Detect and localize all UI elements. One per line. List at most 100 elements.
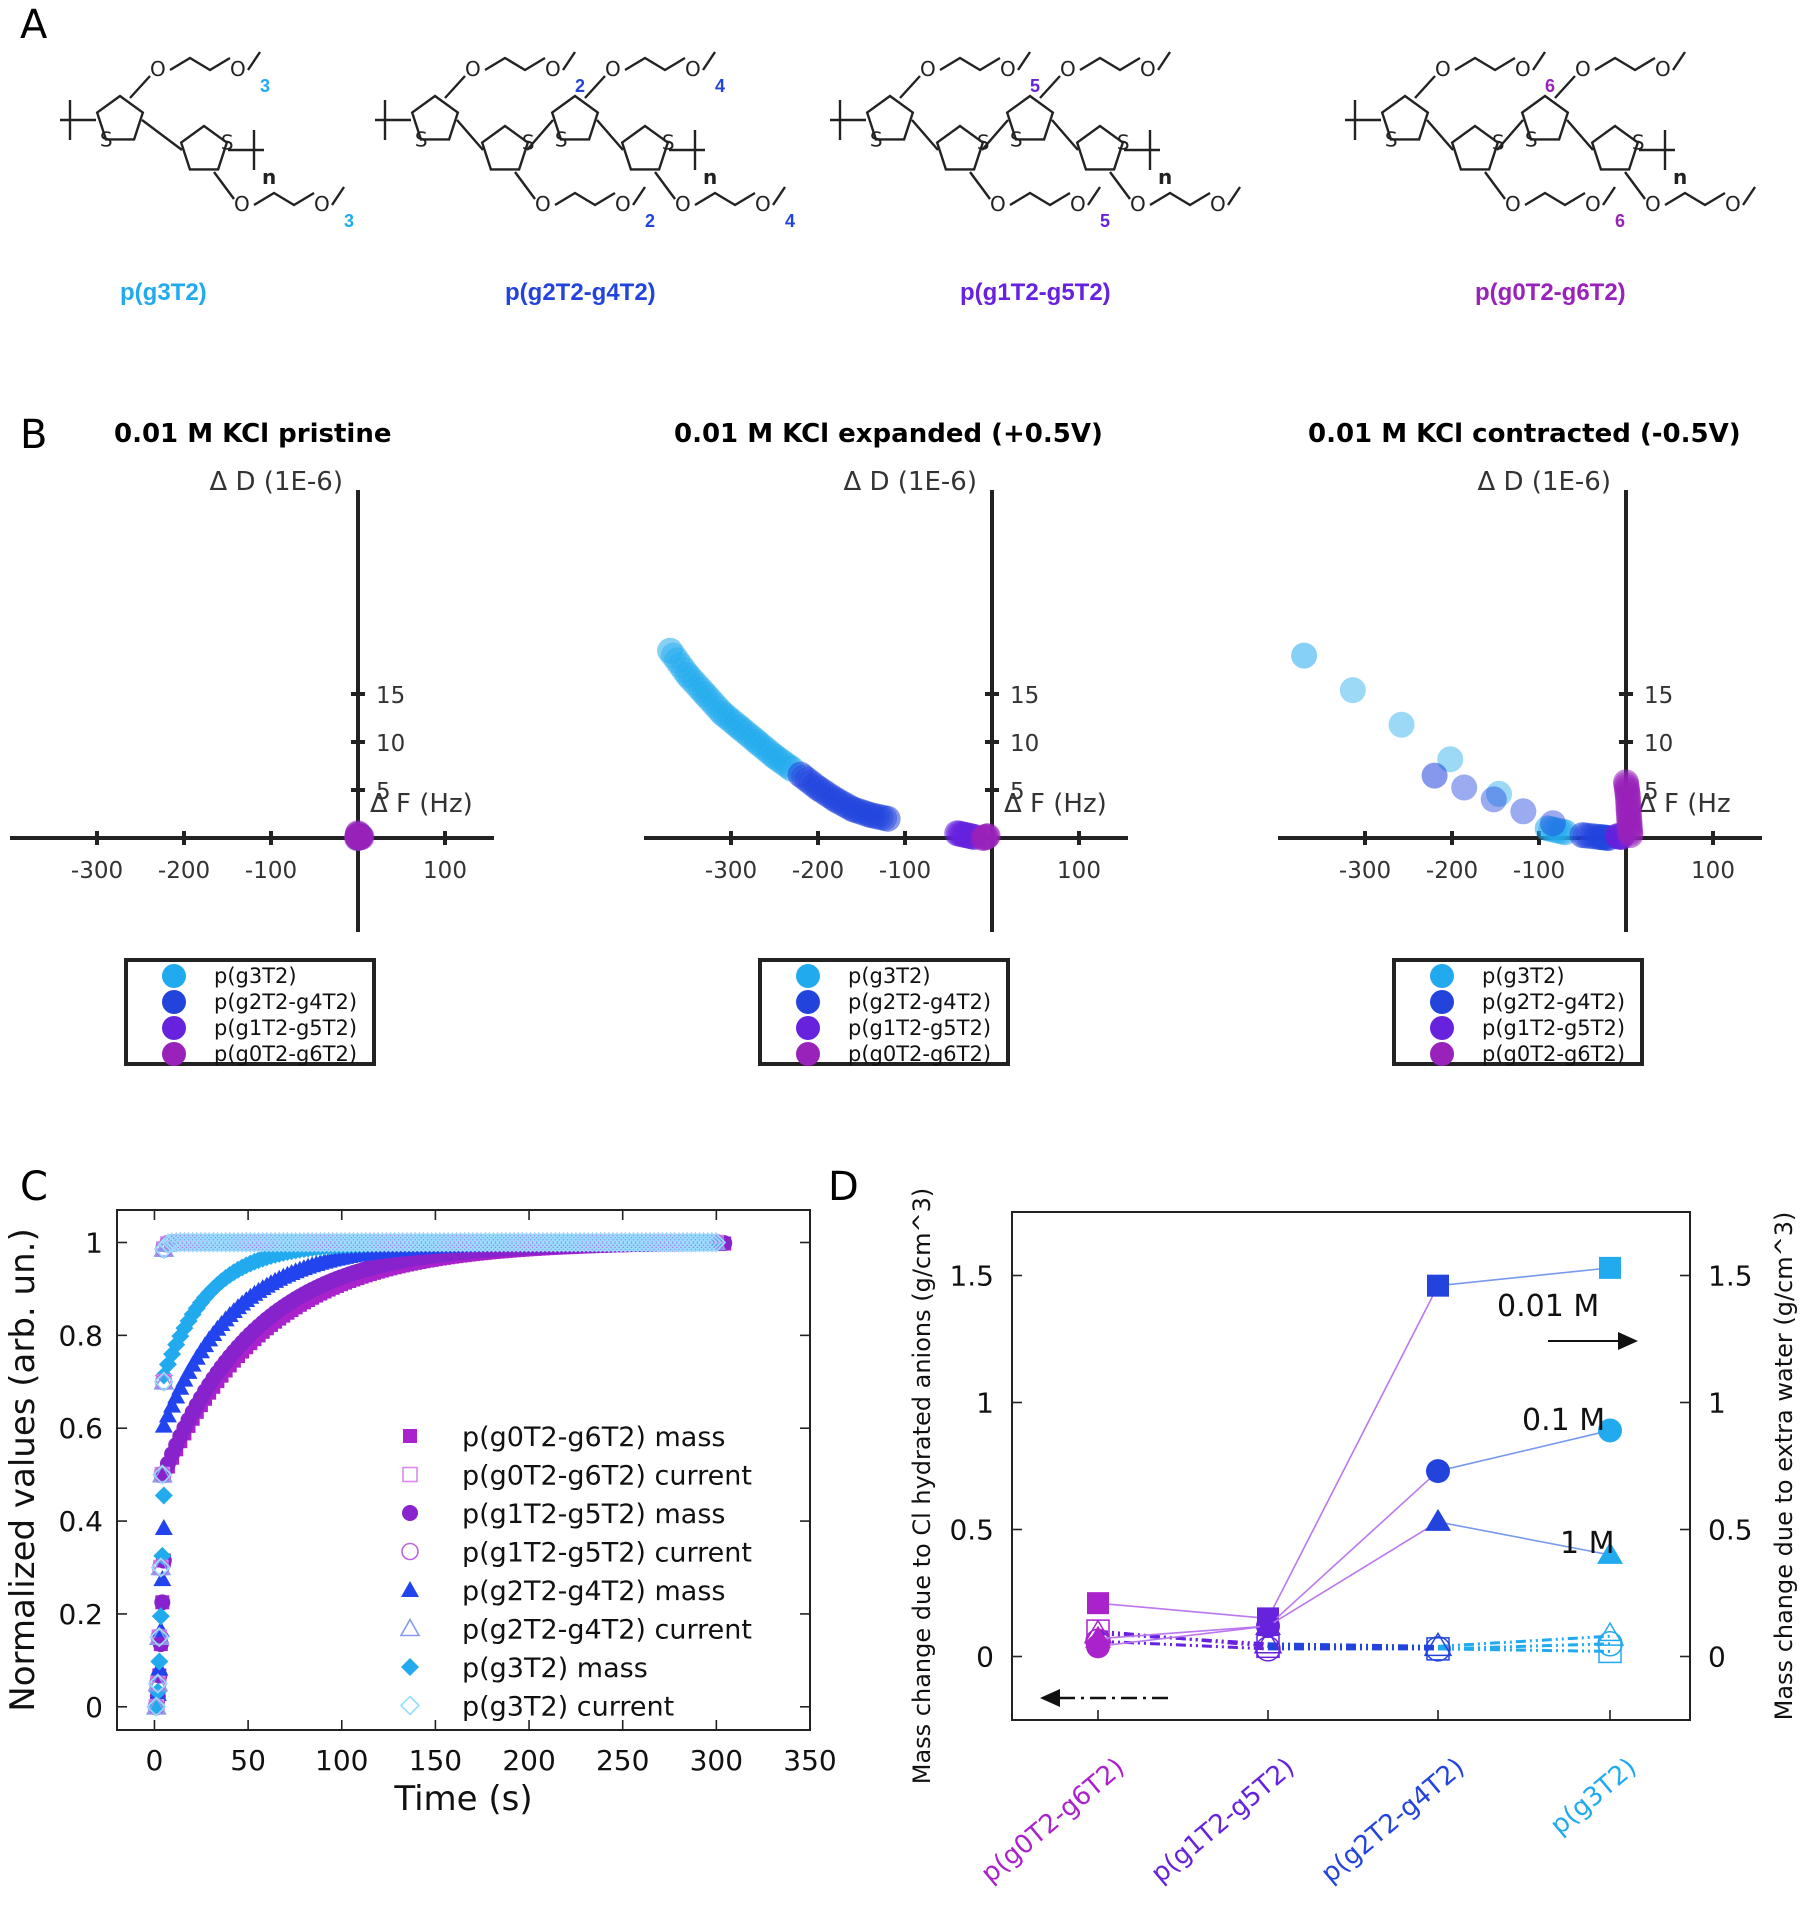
qcm-trace-point [737, 723, 764, 750]
x-tick-label: -100 [245, 858, 297, 884]
qcm-plot-3: 0.01 M KCl contracted (-0.5V) -300 -200 -10… [1278, 419, 1762, 1066]
mass-point [1425, 1508, 1451, 1531]
anion-line [1097, 1625, 1269, 1648]
qcm-trace-point [1539, 810, 1566, 837]
x-tick-label: -300 [71, 858, 123, 884]
legend-marker [796, 1016, 820, 1040]
y-axis-label: Δ D (1E-6) [843, 467, 977, 497]
oxygen-label: O [545, 57, 561, 81]
qcm-data-point [1421, 762, 1448, 789]
y-tick-label-right: 1.5 [1708, 1260, 1753, 1293]
thiophene-ring [1520, 94, 1570, 141]
qcm-trace-point [791, 764, 818, 791]
legend-label: p(g3T2) current [462, 1692, 674, 1723]
legend-label: p(g0T2-g6T2) mass [462, 1422, 726, 1453]
left-axis-arrowhead [1040, 1689, 1060, 1707]
qcm-trace-point [832, 792, 859, 819]
qcm-trace-point [1538, 816, 1565, 843]
plot-frame [1011, 1211, 1691, 1721]
qcm-plot-2: 0.01 M KCl expanded (+0.5V) -300 -200 -100 1… [644, 419, 1128, 1066]
anion-line [1097, 1602, 1269, 1620]
qcm-trace-point [1576, 822, 1603, 849]
qcm-title: 0.01 M KCl pristine [114, 419, 391, 449]
qcm-data-point [674, 661, 701, 688]
glycol-chain [624, 56, 686, 72]
ring-bond [141, 119, 183, 151]
qcm-data-point [348, 824, 375, 851]
qcm-trace-point [768, 748, 795, 775]
glycol-chain [1009, 191, 1071, 207]
qcm-trace-point [688, 677, 715, 704]
legend-label: p(g2T2-g4T2) [1482, 990, 1625, 1014]
legend-marker [1430, 1042, 1454, 1066]
qcm-trace-point [1485, 780, 1512, 807]
structure-3: S S S SnO O5O O5O OO Op(g1T2-g5T2) [830, 51, 1241, 306]
chain-end [632, 186, 646, 206]
qcm-trace-point [801, 772, 828, 799]
qcm-trace-point [818, 784, 845, 811]
qcm-trace-point [345, 824, 371, 851]
qcm-trace-point [1615, 801, 1642, 828]
legend-label: p(g2T2-g4T2) [214, 990, 357, 1014]
y-tick-label: 1 [85, 1227, 103, 1260]
x-axis-label: Δ F (Hz) [1004, 789, 1107, 819]
kinetics-point [150, 1557, 171, 1578]
legend-label: p(g1T2-g5T2) [1482, 1016, 1625, 1040]
legend-label: p(g2T2-g4T2) current [462, 1615, 752, 1646]
y-axis-label: Δ D (1E-6) [209, 467, 343, 497]
qcm-trace-point [681, 669, 708, 696]
legend-marker [796, 964, 820, 988]
mass-point [1425, 1636, 1451, 1662]
qcm-trace-point [698, 688, 725, 715]
qcm-trace-point [945, 820, 972, 847]
qcm-trace-point [758, 740, 785, 767]
oxygen-label: O [1140, 57, 1156, 81]
legend-label: p(g3T2) mass [462, 1653, 648, 1684]
y-tick-label: 0 [85, 1691, 103, 1724]
water-line [1437, 1642, 1611, 1651]
kinetics-point [150, 1652, 169, 1671]
mass-point [1253, 1629, 1283, 1654]
y-tick-label-left: 0 [976, 1641, 994, 1674]
x-axis-label: Δ F (Hz [1638, 789, 1731, 819]
sulfur-label: S [1632, 131, 1645, 155]
mass-point [1599, 1256, 1621, 1279]
chain-bond [969, 171, 991, 200]
qcm-trace-point [1548, 818, 1575, 845]
qcm-trace-point [1617, 819, 1644, 846]
mass-change-panel: 0 0 0.5 0.5 1 1 1.5 1.5 Mass change due to Cl hy… [908, 1188, 1798, 1889]
anion-line [1437, 1267, 1611, 1287]
x-tick-label: 100 [1057, 858, 1101, 884]
qcm-trace-point [702, 692, 729, 719]
qcm-trace-point [719, 708, 746, 735]
qcm-trace-point [971, 824, 998, 851]
polymer-name: p(g1T2-g5T2) [960, 279, 1111, 306]
qcm-plot-1: 0.01 M KCl pristine -300 -200 -100 100 5 10 15 Δ… [10, 419, 494, 1066]
glycol-chain [554, 191, 616, 207]
y-axis-label-left: Mass change due to Cl hydrated anions (g… [908, 1188, 936, 1785]
x-tick-label: 200 [502, 1744, 555, 1777]
kinetics-point [158, 1406, 177, 1423]
chain-end [1017, 51, 1031, 71]
qcm-trace-point [853, 800, 880, 827]
kinetics-point [154, 1416, 173, 1433]
repeat-n: n [1158, 165, 1172, 189]
ring-bond [456, 119, 484, 151]
qcm-panel: 0.01 M KCl pristine -300 -200 -100 100 5 10 15 Δ… [10, 419, 1762, 1066]
y-tick-label-right: 0.5 [1708, 1514, 1753, 1547]
kinetics-point [701, 1232, 722, 1253]
qcm-trace-point [345, 824, 372, 851]
panel-letter-d: D [828, 1164, 859, 1210]
y-tick-label: 15 [1010, 683, 1039, 709]
mass-point [1598, 1418, 1622, 1443]
glycol-chain [1664, 191, 1726, 207]
chain-bond [444, 75, 466, 99]
qcm-trace-point [829, 790, 856, 817]
thiophene-ring [1380, 94, 1430, 141]
y-axis-label: Δ D (1E-6) [1477, 467, 1611, 497]
qcm-data-point [709, 700, 736, 727]
qcm-trace-point [740, 726, 767, 753]
qcm-trace-point [811, 779, 838, 806]
ring-bond [1496, 119, 1524, 151]
oxygen-label: O [1060, 57, 1076, 81]
